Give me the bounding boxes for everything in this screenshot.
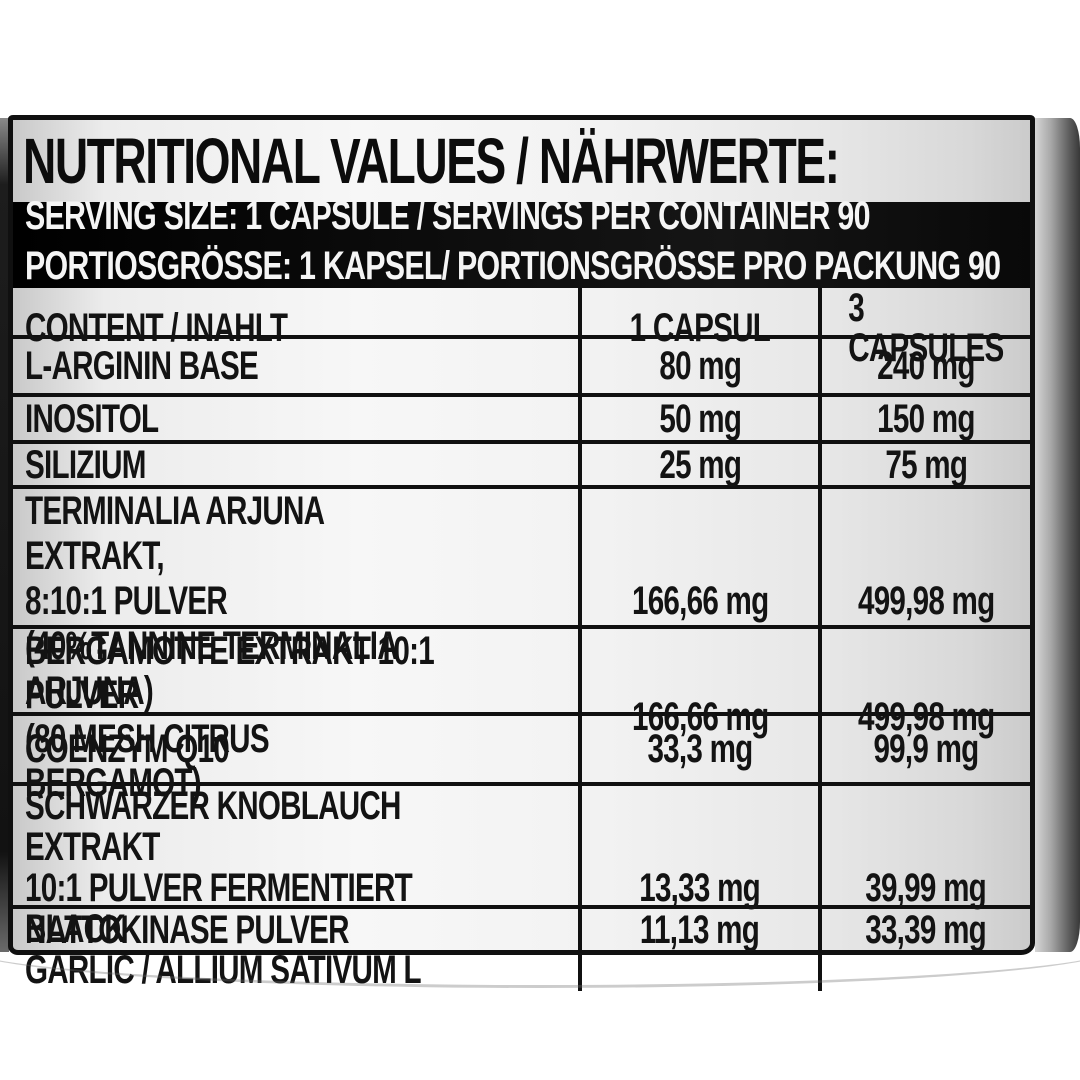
serving-line-english: SERVING SIZE: 1 CAPSULE / SERVINGS PER C… bbox=[25, 193, 870, 238]
label-title: NUTRITIONAL VALUES / NÄHRWERTE: bbox=[23, 125, 840, 197]
table-row: NATTOKINASE PULVER 11,13 mg 33,39 mg bbox=[13, 905, 1030, 950]
ingredient-name-cell: INOSITOL bbox=[25, 396, 159, 441]
ingredient-name-cell: SCHWARZER KNOBLAUCH EXTRAKT 10:1 PULVER … bbox=[25, 784, 422, 992]
per-capsule-value-cell: 13,33 mg bbox=[578, 786, 818, 991]
ingredient-name-cell: TERMINALIA ARJUNA EXTRAKT, 8:10:1 PULVER… bbox=[25, 489, 398, 713]
ingredient-name-cell: SILIZIUM bbox=[25, 442, 146, 487]
per-3-capsules-value-cell: 99,9 mg bbox=[818, 716, 1030, 782]
per-3-capsules-value-cell: 33,39 mg bbox=[818, 909, 1030, 950]
table-row: TERMINALIA ARJUNA EXTRAKT, 8:10:1 PULVER… bbox=[13, 485, 1030, 714]
per-capsule-value-cell: 80 mg bbox=[578, 339, 818, 393]
nutrition-facts-label: NUTRITIONAL VALUES / NÄHRWERTE: SERVING … bbox=[8, 115, 1035, 991]
per-capsule-value-cell: 166,66 mg bbox=[578, 489, 818, 714]
label-title-band: NUTRITIONAL VALUES / NÄHRWERTE: bbox=[13, 120, 1030, 202]
table-row: SCHWARZER KNOBLAUCH EXTRAKT 10:1 PULVER … bbox=[13, 782, 1030, 991]
ingredient-name-cell: COENZYM Q10 bbox=[25, 727, 230, 771]
nutrition-table: CONTENT / INAHLT 1 CAPSUL 3 CAPSULES L-A… bbox=[13, 288, 1030, 991]
table-row: L-ARGININ BASE 80 mg 240 mg bbox=[13, 335, 1030, 393]
serving-line-german: PORTIOSGRÖSSE: 1 KAPSEL/ PORTIONSGRÖSSE … bbox=[25, 243, 1001, 288]
table-header-row: CONTENT / INAHLT 1 CAPSUL 3 CAPSULES bbox=[13, 288, 1030, 368]
per-3-capsules-value-cell: 75 mg bbox=[818, 444, 1030, 485]
ingredient-name-cell: NATTOKINASE PULVER bbox=[25, 907, 350, 952]
bottle-edge-right-shading bbox=[1035, 118, 1080, 952]
per-3-capsules-value-cell: 499,98 mg bbox=[818, 489, 1030, 714]
per-capsule-value-cell: 25 mg bbox=[578, 444, 818, 485]
bottle-edge-left-shading bbox=[0, 118, 9, 952]
header-per-capsule-cell: 1 CAPSUL bbox=[578, 288, 818, 368]
ingredient-name-cell: L-ARGININ BASE bbox=[25, 344, 259, 388]
ingredient-name-cell: BERGAMOTTE EXTRAKT 10:1 PULVER (80 MESH … bbox=[25, 629, 435, 805]
per-capsule-value-cell: 50 mg bbox=[578, 397, 818, 440]
header-per-3-capsules-cell: 3 CAPSULES bbox=[818, 288, 1030, 368]
per-capsule-value-cell: 33,3 mg bbox=[578, 716, 818, 782]
per-3-capsules-value-cell: 150 mg bbox=[818, 397, 1030, 440]
per-3-capsules-value-cell: 39,99 mg bbox=[818, 786, 1030, 991]
table-row: SILIZIUM 25 mg 75 mg bbox=[13, 440, 1030, 485]
header-content-cell: CONTENT / INAHLT bbox=[25, 306, 288, 350]
per-capsule-value-cell: 11,13 mg bbox=[578, 909, 818, 950]
serving-info-bar: SERVING SIZE: 1 CAPSULE / SERVINGS PER C… bbox=[13, 195, 1030, 288]
per-3-capsules-value-cell: 240 mg bbox=[818, 339, 1030, 393]
table-row: COENZYM Q10 33,3 mg 99,9 mg bbox=[13, 712, 1030, 782]
table-row: BERGAMOTTE EXTRAKT 10:1 PULVER (80 MESH … bbox=[13, 625, 1030, 805]
table-row: INOSITOL 50 mg 150 mg bbox=[13, 393, 1030, 440]
